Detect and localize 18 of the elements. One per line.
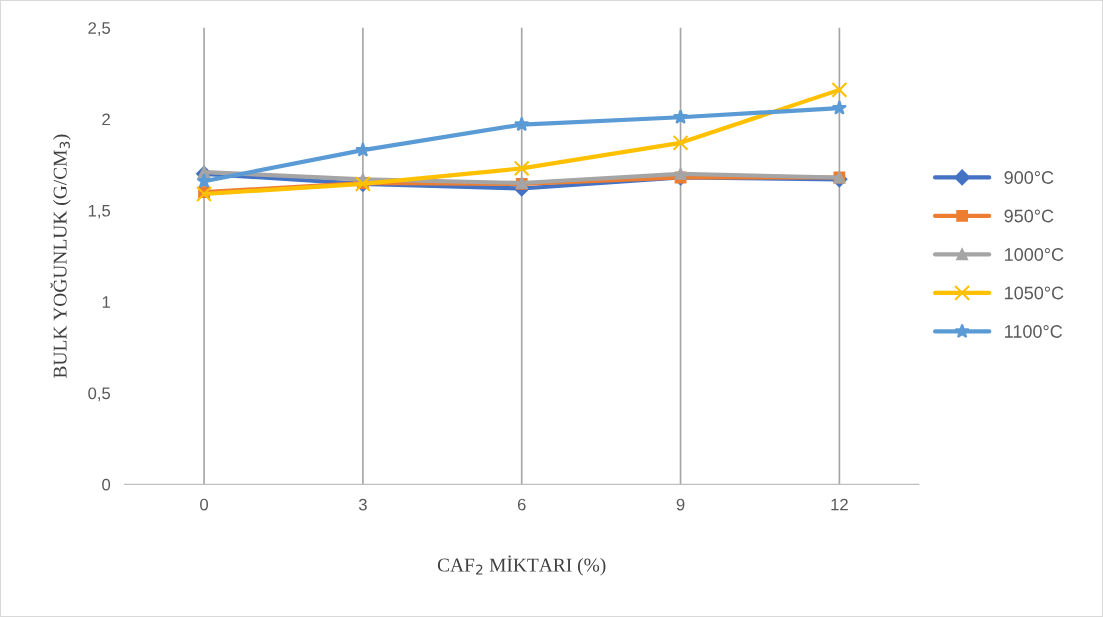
x-tick-label: 6 [517,498,526,511]
x-tick-label: 3 [358,498,367,511]
y-tick-label: 0,5 [88,387,111,402]
legend-label: 1000°C [1005,248,1064,261]
y-tick-label: 2,5 [88,22,111,36]
legend-label: 950°C [1004,209,1054,223]
legend-label: 1050°C [1005,286,1064,300]
y-tick-label: 1 [102,296,110,308]
y-tick-label: 2 [102,113,110,126]
x-tick-label: 0 [200,498,209,511]
legend-label: 900°C [1004,171,1054,184]
y-axis-title: BULK YOĞUNLUK (G/CM$_{3}$) [50,134,71,378]
legend-label: 1100°C [1005,325,1063,338]
y-tick-label: 0 [102,478,111,491]
x-tick-label: 9 [676,498,685,511]
x-axis-title: CAF$_{2}$ MİKTARI (%) [437,555,606,576]
y-tick-label: 1,5 [88,204,111,219]
x-tick-label: 12 [831,498,848,511]
